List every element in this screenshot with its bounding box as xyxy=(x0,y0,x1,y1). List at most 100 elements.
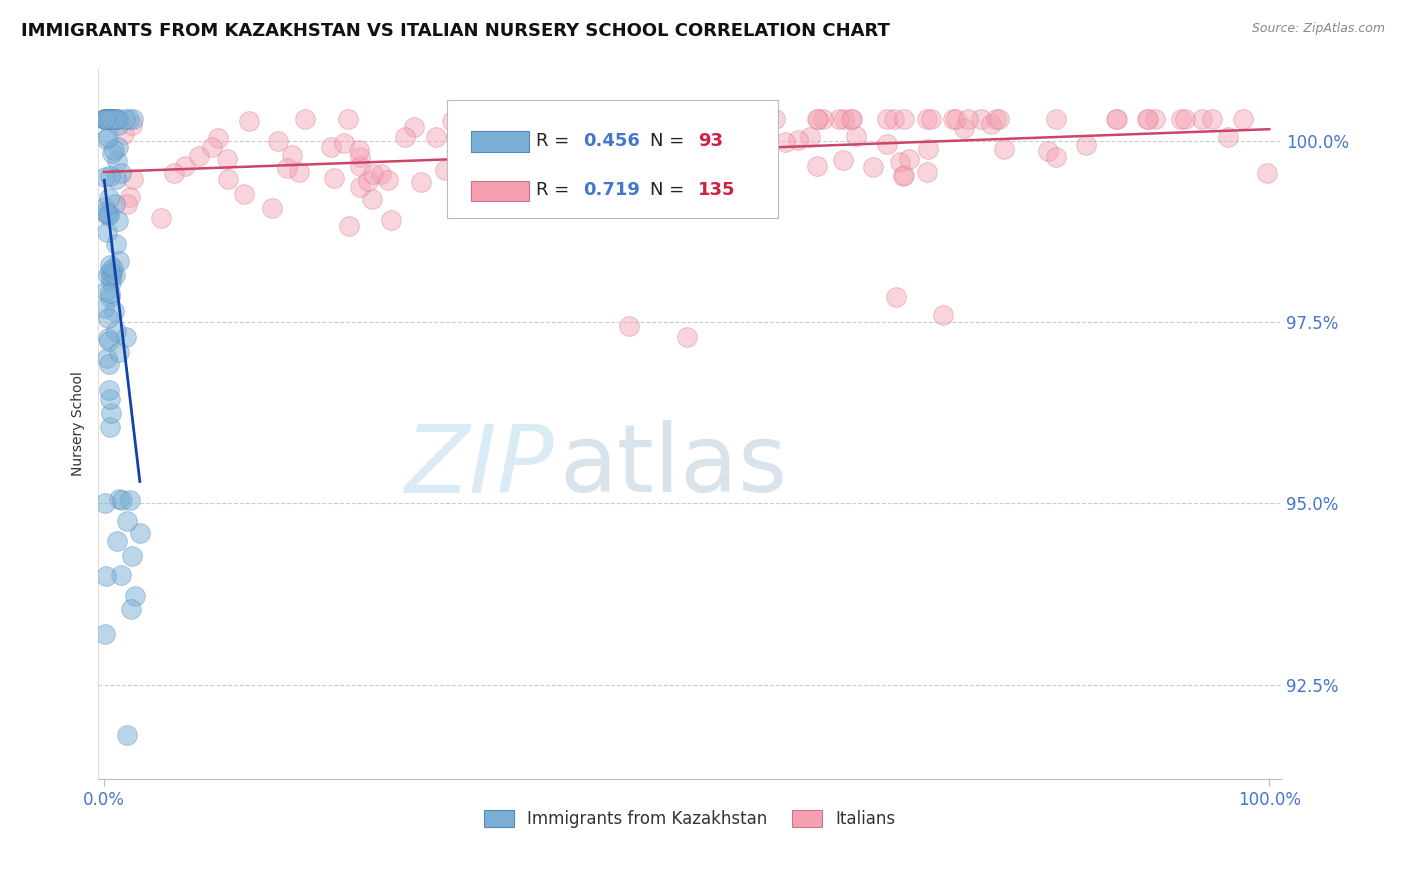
Point xyxy=(96,112,118,127)
Point xyxy=(763,112,786,127)
Point xyxy=(893,168,915,182)
Point xyxy=(120,602,142,616)
Point xyxy=(444,129,467,144)
Point xyxy=(94,169,117,184)
Point xyxy=(294,112,316,127)
Point xyxy=(100,275,122,289)
Point xyxy=(394,130,416,145)
Point xyxy=(122,112,145,127)
Point xyxy=(98,112,121,127)
Point xyxy=(267,134,290,148)
Point xyxy=(103,143,125,157)
Point xyxy=(915,164,938,178)
Text: N =: N = xyxy=(651,181,690,199)
Point xyxy=(569,194,592,208)
Point xyxy=(98,112,121,127)
Point xyxy=(478,162,501,177)
Point xyxy=(613,139,636,153)
Point xyxy=(956,112,979,127)
Point xyxy=(115,330,138,344)
Point xyxy=(673,112,696,127)
Point xyxy=(105,171,128,186)
Point xyxy=(380,213,402,227)
Point xyxy=(112,127,135,141)
Point xyxy=(98,208,121,222)
Point xyxy=(115,728,138,742)
Point xyxy=(96,132,118,146)
Point xyxy=(512,161,534,175)
Point xyxy=(839,112,862,127)
Point xyxy=(94,627,117,641)
Point xyxy=(409,175,432,189)
Point xyxy=(201,140,224,154)
Point xyxy=(120,493,142,508)
Point xyxy=(101,112,124,127)
Text: 0.456: 0.456 xyxy=(583,131,640,150)
Point xyxy=(1074,138,1097,153)
Point xyxy=(496,112,519,127)
Point xyxy=(526,183,548,197)
Point xyxy=(544,128,567,143)
Point xyxy=(889,154,911,169)
Point xyxy=(453,145,475,159)
Point xyxy=(475,178,498,192)
Text: R =: R = xyxy=(536,181,575,199)
Point xyxy=(475,153,498,167)
Point xyxy=(828,112,851,127)
Point xyxy=(100,112,122,127)
Point xyxy=(361,167,384,181)
Point xyxy=(94,112,117,127)
Point xyxy=(737,112,759,127)
Text: IMMIGRANTS FROM KAZAKHSTAN VS ITALIAN NURSERY SCHOOL CORRELATION CHART: IMMIGRANTS FROM KAZAKHSTAN VS ITALIAN NU… xyxy=(21,22,890,40)
Point xyxy=(108,491,131,506)
Point xyxy=(893,169,915,183)
Point xyxy=(100,406,122,420)
Point xyxy=(93,112,115,127)
Point xyxy=(94,112,117,127)
Point xyxy=(876,112,898,127)
Point xyxy=(1174,112,1197,127)
Point xyxy=(260,202,283,216)
Point xyxy=(98,112,121,127)
Point xyxy=(104,268,127,282)
Point xyxy=(98,290,121,304)
Point xyxy=(617,123,640,137)
Point xyxy=(100,112,122,127)
Point xyxy=(128,526,150,541)
Point xyxy=(110,567,132,582)
Point xyxy=(377,173,399,187)
FancyBboxPatch shape xyxy=(471,131,529,152)
Point xyxy=(806,112,828,127)
Point xyxy=(582,133,605,147)
Point xyxy=(585,112,607,127)
Point xyxy=(813,112,835,127)
Point xyxy=(1170,112,1192,127)
Point xyxy=(841,112,863,127)
Point xyxy=(98,334,121,348)
Point xyxy=(97,192,120,206)
Point xyxy=(97,112,120,127)
Point xyxy=(524,161,547,176)
Point xyxy=(96,225,118,239)
Point xyxy=(897,152,920,166)
Point xyxy=(107,112,129,127)
Point xyxy=(349,150,371,164)
Point xyxy=(162,166,184,180)
Point xyxy=(404,120,426,134)
Point xyxy=(752,112,775,127)
Point xyxy=(361,192,384,206)
Point xyxy=(100,266,122,280)
Point xyxy=(98,285,121,300)
Point xyxy=(461,112,484,127)
Point xyxy=(97,112,120,127)
Point xyxy=(238,113,260,128)
Point xyxy=(993,142,1015,156)
Point xyxy=(105,237,128,252)
Point xyxy=(1232,112,1254,127)
Point xyxy=(101,146,124,161)
Point xyxy=(105,112,128,127)
Point xyxy=(731,153,754,168)
Point xyxy=(617,318,640,333)
Point xyxy=(108,254,131,268)
Point xyxy=(94,569,117,583)
